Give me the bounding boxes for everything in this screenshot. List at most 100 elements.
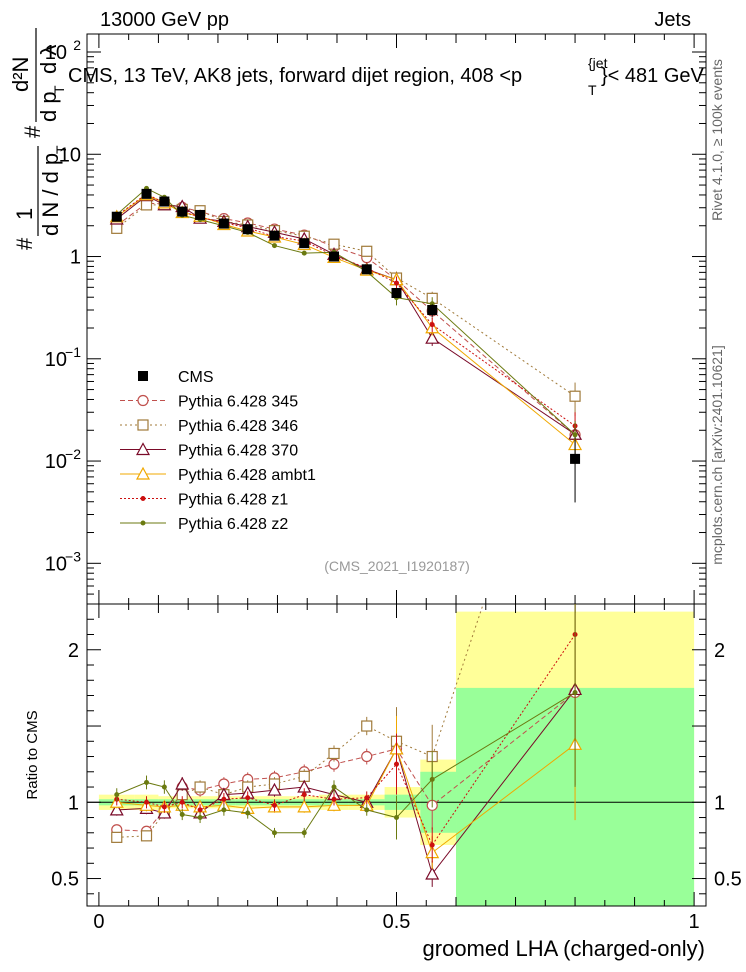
series-marker: [569, 390, 581, 402]
ratio-series-z2: [114, 604, 578, 840]
x-tick-label: 0: [93, 911, 104, 933]
y-tick-exponent: −3: [65, 548, 81, 564]
ratio-marker: [429, 842, 435, 848]
ratio-series-line: [116, 692, 576, 834]
ratio-marker: [245, 810, 251, 816]
ratio-marker: [197, 815, 203, 821]
series-marker: [429, 322, 435, 328]
series-marker: [361, 245, 373, 257]
legend-entry-cms: CMS: [138, 369, 214, 386]
ratio-marker: [425, 866, 440, 880]
ratio-marker: [267, 782, 282, 796]
cms-marker: [427, 304, 438, 315]
legend-entry-z2: Pythia 6.428 z2: [120, 516, 288, 533]
series-z2: [114, 185, 578, 455]
ratio-marker: [331, 784, 337, 790]
cms-marker: [159, 196, 170, 207]
legend-label: Pythia 6.428 345: [178, 394, 298, 411]
y-tick-label: 10: [45, 451, 67, 473]
header-right: Jets: [654, 9, 691, 31]
legend-label: Pythia 6.428 z2: [178, 516, 288, 533]
ratio-marker: [301, 792, 307, 798]
ylabel-dlambda: d λ: [36, 45, 61, 74]
cms-marker: [242, 224, 253, 235]
legend-entry-ambt1: Pythia 6.428 ambt1: [120, 466, 316, 484]
series-line: [116, 204, 576, 397]
series-p370: [109, 188, 583, 455]
ylabel-T2: T: [51, 85, 67, 94]
header-left: 13000 GeV pp: [100, 9, 229, 31]
ratio-marker: [197, 807, 203, 813]
cms-marker: [570, 453, 581, 464]
ratio-marker: [361, 720, 373, 732]
ylabel-dN: d N / d p: [38, 153, 63, 236]
ylabel-hash1: #: [12, 237, 37, 250]
cms-marker: [141, 188, 152, 199]
y-tick-label: 10: [45, 553, 67, 575]
ratio-ylabel: Ratio to CMS: [24, 710, 41, 799]
legend-marker: [140, 520, 146, 526]
legend-label: Pythia 6.428 ambt1: [178, 467, 316, 484]
ratio-tick-label-right: 0.5: [714, 869, 742, 891]
series-p345: [111, 197, 581, 455]
ylabel-d2N: d²N: [8, 57, 33, 92]
y-tick-exponent: 2: [73, 37, 81, 53]
series-cms: [111, 188, 581, 503]
series-marker: [425, 330, 440, 344]
ratio-marker: [394, 815, 399, 821]
ratio-marker: [221, 807, 227, 813]
ratio-tick-label-right: 2: [714, 640, 725, 662]
legend-label: Pythia 6.428 346: [178, 418, 298, 435]
x-tick-label: 1: [689, 911, 700, 933]
ratio-marker: [297, 799, 312, 813]
ratio-axes: 0 0.5 1 0.5 0.5 1 1 2 2: [51, 604, 742, 933]
ratio-marker: [144, 779, 150, 785]
x-axis-label: groomed LHA (charged-only): [423, 936, 705, 961]
ratio-tick-label: 1: [68, 792, 79, 814]
ratio-marker: [194, 781, 206, 793]
ratio-tick-label: 2: [68, 640, 79, 662]
ratio-marker: [328, 747, 340, 760]
cms-marker: [195, 209, 206, 220]
legend-entry-p346: Pythia 6.428 346: [120, 418, 298, 435]
ratio-tick-label: 0.5: [51, 869, 79, 891]
ratio-marker: [331, 796, 337, 802]
cms-marker: [218, 218, 229, 229]
series-marker: [271, 243, 277, 249]
ratio-plot-area: [109, 603, 583, 887]
ratio-marker: [271, 802, 277, 808]
plot-title-tail: }< 481 GeV: [601, 65, 705, 87]
legend-label: Pythia 6.428 370: [178, 443, 298, 460]
cms-marker: [299, 238, 310, 249]
series-marker: [301, 250, 307, 256]
ratio-marker: [114, 792, 120, 798]
ratio-marker: [364, 795, 370, 801]
ylabel-T: T: [53, 145, 69, 154]
ratio-marker: [161, 804, 167, 810]
legend-entry-p370: Pythia 6.428 370: [120, 442, 298, 460]
ratio-marker: [221, 796, 227, 802]
legend-entry-z1: Pythia 6.428 z1: [120, 492, 288, 509]
legend: CMS Pythia 6.428 345 Pythia 6.428 346 Pythi…: [120, 369, 316, 533]
ratio-marker: [179, 799, 185, 805]
ratio-tick-label-right: 1: [714, 792, 725, 814]
series-marker: [111, 222, 123, 234]
series-marker: [140, 199, 153, 211]
y-tick-label: 1: [70, 247, 81, 269]
legend-entry-p345: Pythia 6.428 345: [120, 394, 298, 411]
cms-marker: [177, 206, 188, 217]
plot-title-sup: {jet: [588, 55, 608, 71]
ratio-marker: [144, 799, 150, 805]
ratio-marker: [572, 689, 578, 695]
legend-label: Pythia 6.428 z1: [178, 492, 288, 509]
ratio-marker: [245, 795, 251, 801]
ratio-marker: [429, 776, 435, 782]
ratio-marker: [361, 750, 373, 763]
rivet-label: Rivet 4.1.0, ≥ 100k events: [709, 59, 725, 221]
y-tick-exponent: −1: [65, 344, 81, 360]
legend-marker: [140, 496, 146, 501]
x-tick-label: 0.5: [383, 911, 411, 933]
cms-marker: [361, 264, 372, 275]
